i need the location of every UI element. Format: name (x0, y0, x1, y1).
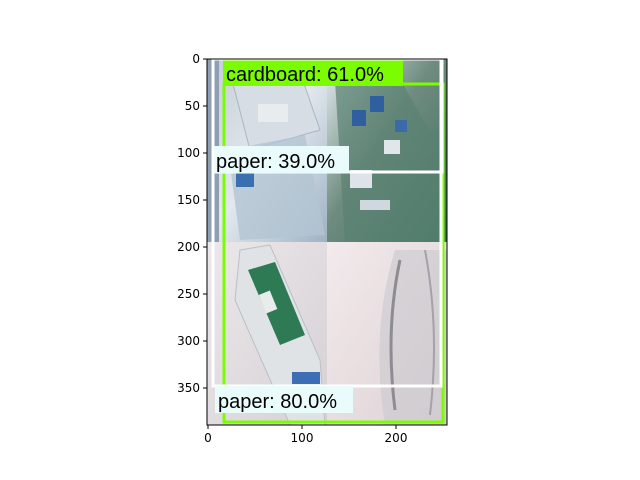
y-tick-label: 300 (177, 334, 200, 348)
paper-1-label: paper: 39.0% (216, 151, 335, 173)
y-tick-label: 250 (177, 287, 200, 301)
x-tick-label: 0 (204, 431, 212, 445)
y-tick-label: 350 (177, 381, 200, 395)
axes-frame (206, 58, 448, 426)
detection-overlays: cardboard: 61.0% paper: 39.0% paper: 80.… (211, 57, 445, 424)
cardboard-label-bg (223, 60, 403, 86)
x-tick-label: 200 (385, 431, 408, 445)
image-mosaic (207, 59, 447, 425)
paper-2-label-bg (215, 386, 353, 413)
y-axis: 0 50 100 150 200 250 300 350 (177, 52, 207, 395)
cardboard-label: cardboard: 61.0% (226, 64, 384, 86)
y-tick-label: 100 (177, 146, 200, 160)
y-tick-label: 0 (192, 52, 200, 66)
detection-cardboard: cardboard: 61.0% (222, 60, 445, 424)
y-tick-label: 150 (177, 193, 200, 207)
y-tick-label: 50 (185, 99, 200, 113)
x-axis: 0 100 200 (204, 425, 407, 445)
paper-2-label: paper: 80.0% (218, 391, 337, 413)
y-tick-label: 200 (177, 240, 200, 254)
paper-1-label-bg (213, 146, 349, 173)
x-tick-label: 100 (291, 431, 314, 445)
